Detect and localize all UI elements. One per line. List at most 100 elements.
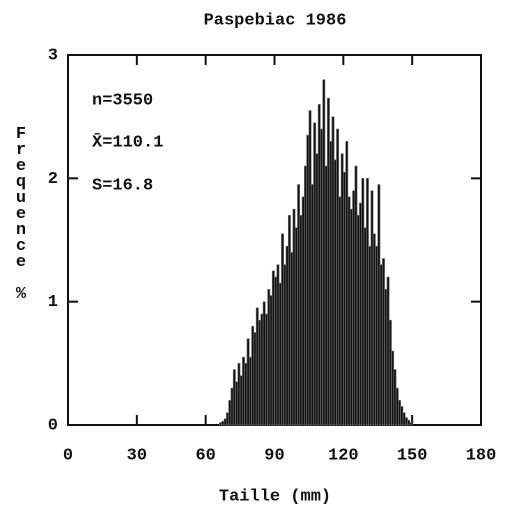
bar <box>246 338 250 426</box>
y-tick-label: 1 <box>48 293 58 312</box>
bar <box>400 406 404 426</box>
x-axis-label: Taille (mm) <box>219 487 331 506</box>
bar <box>349 208 353 426</box>
bar <box>365 178 369 426</box>
bar <box>336 128 340 426</box>
bar <box>352 190 356 426</box>
bar <box>292 208 296 426</box>
bar <box>271 270 275 426</box>
bar <box>239 375 243 426</box>
bar <box>301 196 305 426</box>
y-tick-label: 0 <box>48 416 58 435</box>
bar <box>226 412 229 426</box>
bar <box>287 215 291 426</box>
bar <box>235 381 239 426</box>
bar <box>221 420 225 426</box>
bar <box>382 258 385 426</box>
y-tick-label: 2 <box>48 170 58 189</box>
x-tick-label: 120 <box>328 446 359 465</box>
bar <box>326 97 330 426</box>
bar <box>262 301 266 426</box>
bar <box>304 165 307 426</box>
bar <box>329 141 333 426</box>
x-tick-label: 150 <box>397 446 428 465</box>
bar <box>407 419 411 426</box>
bar <box>260 313 264 426</box>
bar <box>404 417 408 426</box>
bar <box>219 422 223 426</box>
bar <box>375 245 379 426</box>
bar <box>409 422 413 426</box>
bar <box>230 387 234 426</box>
bar <box>269 295 273 426</box>
bar <box>356 215 360 426</box>
bar <box>388 319 392 426</box>
bar <box>290 252 294 426</box>
y-tick-label: 3 <box>48 46 58 65</box>
bar <box>248 356 252 426</box>
bar <box>265 313 268 426</box>
annotation: X̄=110.1 <box>92 133 163 153</box>
bar <box>242 356 245 426</box>
bar <box>393 369 397 426</box>
bar <box>370 190 374 426</box>
x-tick-label: 60 <box>195 446 215 465</box>
bar <box>278 282 282 426</box>
x-tick-label: 180 <box>466 446 497 465</box>
bar <box>372 233 376 426</box>
bar <box>294 227 298 426</box>
bar <box>228 400 232 426</box>
x-tick-label: 90 <box>264 446 284 465</box>
bar <box>237 363 241 426</box>
bar <box>276 264 280 426</box>
bar <box>255 307 259 426</box>
x-tick-label: 0 <box>63 446 73 465</box>
bar <box>283 264 287 426</box>
bar <box>402 412 406 426</box>
bar <box>379 264 383 426</box>
bar <box>306 134 310 426</box>
bar <box>285 245 289 426</box>
bar <box>384 289 388 426</box>
bar <box>331 116 335 426</box>
bar <box>267 289 271 426</box>
bar <box>253 332 257 426</box>
bar <box>354 165 358 426</box>
bar <box>398 400 401 426</box>
bar <box>308 110 312 426</box>
bar <box>232 369 236 426</box>
bar <box>377 184 381 426</box>
x-tick-label: 30 <box>127 446 147 465</box>
annotation: n=3550 <box>92 91 153 110</box>
bar <box>299 215 303 426</box>
bar <box>244 363 248 426</box>
bar <box>313 122 317 426</box>
bar <box>223 418 227 426</box>
bar <box>386 276 390 426</box>
bar <box>320 128 323 426</box>
y-axis-label: Frequence % <box>12 125 31 301</box>
bar <box>395 387 399 426</box>
bar <box>343 171 346 426</box>
chart-title: Paspebiac 1986 <box>204 11 347 30</box>
bar <box>324 165 328 426</box>
bar <box>347 196 351 426</box>
bar <box>345 141 349 426</box>
bar <box>281 233 284 426</box>
bar <box>361 178 365 426</box>
bar <box>317 104 321 426</box>
bar <box>363 227 367 426</box>
bar <box>274 276 278 426</box>
bar <box>310 184 314 426</box>
annotation: S=16.8 <box>92 176 153 195</box>
bar <box>340 153 344 426</box>
bar <box>297 184 301 426</box>
bar <box>258 319 262 426</box>
bar <box>333 159 337 426</box>
bar <box>391 350 395 426</box>
bar <box>322 79 326 426</box>
bar <box>338 196 342 426</box>
bar <box>368 245 372 426</box>
bar <box>359 202 362 426</box>
